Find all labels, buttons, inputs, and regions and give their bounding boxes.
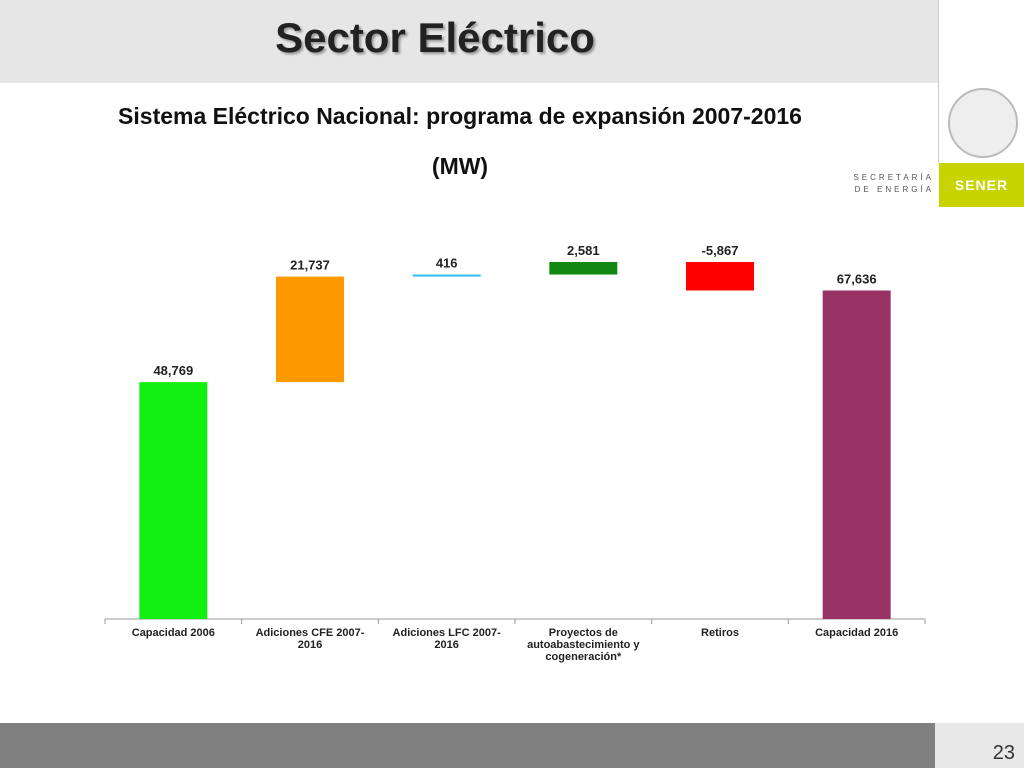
bar (412, 274, 481, 277)
seal (948, 88, 1018, 158)
x-tick-label: Capacidad 2016 (815, 627, 899, 639)
bar (276, 276, 344, 383)
x-tick-label: Proyectos de autoabastecimiento y cogene… (527, 627, 640, 663)
agency-name: SECRETARÍA DE ENERGÍA (853, 173, 934, 194)
bar (139, 382, 208, 619)
bar (549, 262, 618, 275)
slide-title: Sector Eléctrico (275, 14, 595, 61)
page-number: 23 (992, 742, 1015, 764)
x-tick-label: Retiros (701, 627, 739, 639)
value-label: 48,769 (153, 363, 193, 378)
bar (686, 262, 754, 291)
header-band (0, 0, 938, 83)
footer-corner (935, 723, 1024, 768)
value-label: -5,867 (702, 243, 739, 258)
value-label: 416 (436, 256, 458, 271)
value-label: 21,737 (290, 258, 330, 273)
value-label: 67,636 (837, 271, 877, 286)
chart-subtitle: (MW) (431, 153, 489, 179)
chart-title: Sistema Eléctrico Nacional: programa de … (118, 103, 802, 129)
divider (938, 0, 939, 163)
value-label: 2,581 (567, 243, 600, 258)
x-tick-label: Adiciones LFC 2007-2016 (392, 627, 501, 651)
x-tick-label: Capacidad 2006 (131, 627, 215, 639)
brand-logo: SENER (939, 163, 1024, 207)
x-tick-label: Adiciones CFE 2007-2016 (255, 627, 365, 651)
bar (822, 290, 891, 619)
footer-band (0, 723, 935, 768)
